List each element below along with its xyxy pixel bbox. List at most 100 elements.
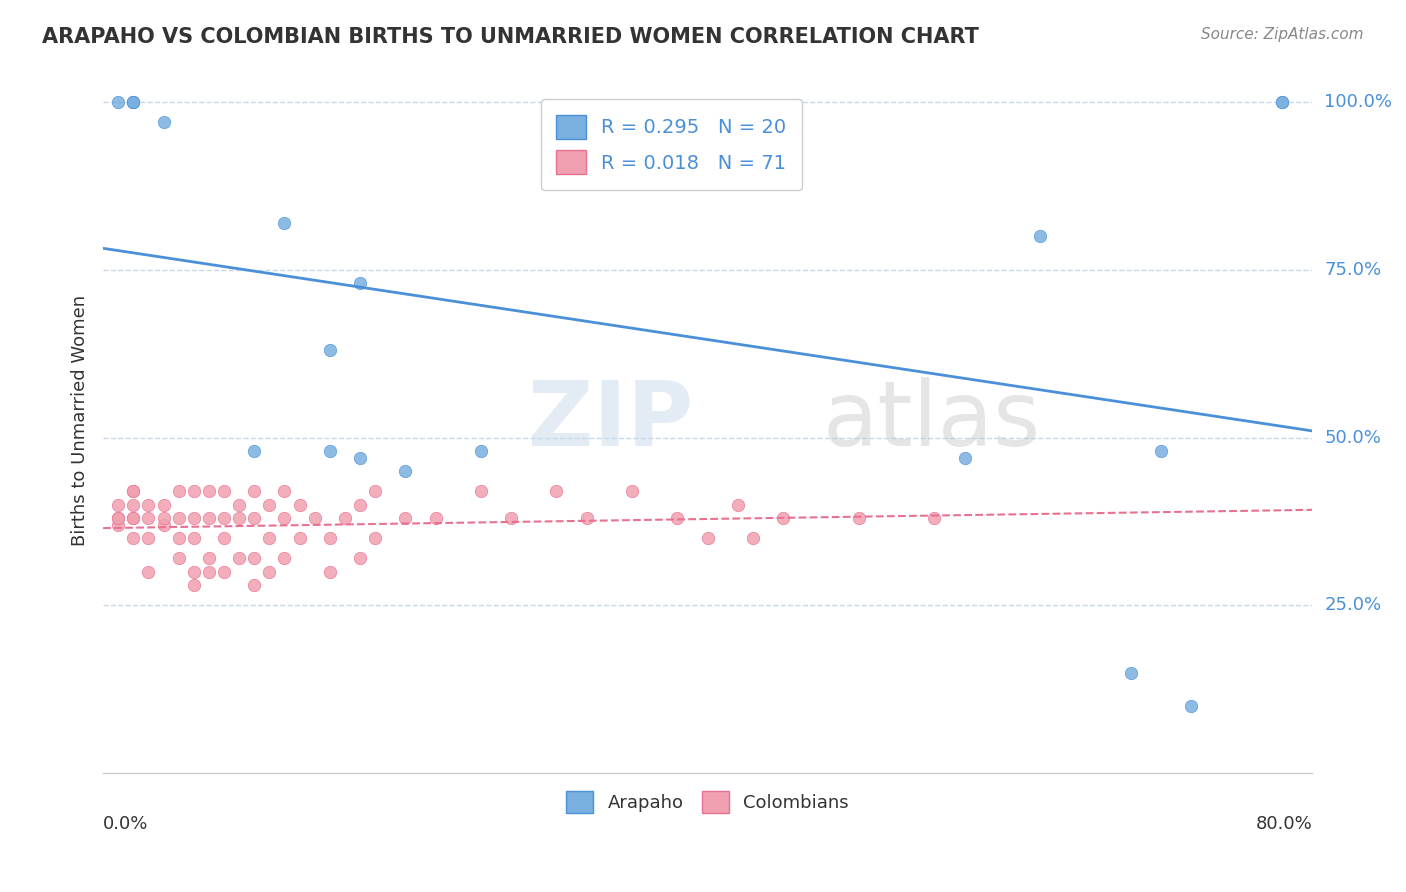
Text: 0.0%: 0.0% (103, 815, 149, 833)
Point (212, 511, 235, 525)
Point (394, 511, 416, 525)
Point (228, 551, 250, 566)
Point (167, 511, 190, 525)
Point (138, 531, 160, 545)
Text: Source: ZipAtlas.com: Source: ZipAtlas.com (1201, 27, 1364, 42)
Text: ARAPAHO VS COLOMBIAN BIRTHS TO UNMARRIED WOMEN CORRELATION CHART: ARAPAHO VS COLOMBIAN BIRTHS TO UNMARRIED… (42, 27, 979, 46)
Point (727, 498, 749, 512)
Legend: Arapaho, Colombians: Arapaho, Colombians (560, 784, 856, 821)
Point (107, 517, 129, 532)
Point (319, 565, 342, 579)
Point (107, 498, 129, 512)
Point (470, 444, 492, 458)
Point (273, 511, 295, 525)
Point (364, 531, 387, 545)
Point (501, 511, 523, 525)
Point (259, 498, 281, 512)
Text: 80.0%: 80.0% (1256, 815, 1312, 833)
Point (138, 511, 160, 525)
Point (364, 484, 387, 499)
Point (107, 511, 129, 525)
Point (152, 498, 174, 512)
Point (167, 531, 190, 545)
Text: 50.0%: 50.0% (1324, 429, 1381, 447)
Point (183, 531, 205, 545)
Point (349, 498, 371, 512)
Point (122, 484, 145, 499)
Point (259, 531, 281, 545)
Point (122, 498, 145, 512)
Point (198, 551, 221, 566)
Point (666, 511, 689, 525)
Point (848, 511, 870, 525)
Point (107, 95, 129, 109)
Point (152, 517, 174, 532)
Point (319, 531, 342, 545)
Point (349, 277, 371, 291)
Point (273, 216, 295, 230)
Point (1150, 444, 1173, 458)
Point (953, 450, 976, 465)
Point (122, 511, 145, 525)
Text: 25.0%: 25.0% (1324, 597, 1381, 615)
Point (425, 511, 447, 525)
Point (288, 531, 311, 545)
Point (304, 511, 326, 525)
Point (122, 95, 145, 109)
Point (138, 565, 160, 579)
Point (349, 450, 371, 465)
Point (122, 95, 145, 109)
Text: 75.0%: 75.0% (1324, 260, 1381, 279)
Point (243, 484, 266, 499)
Point (198, 565, 221, 579)
Point (122, 95, 145, 109)
Point (243, 511, 266, 525)
Point (243, 444, 266, 458)
Text: atlas: atlas (823, 376, 1040, 465)
Point (273, 551, 295, 566)
Point (122, 511, 145, 525)
Point (183, 578, 205, 592)
Point (772, 511, 794, 525)
Point (167, 551, 190, 566)
Point (470, 484, 492, 499)
Point (198, 484, 221, 499)
Point (1271, 95, 1294, 109)
Point (349, 551, 371, 566)
Point (183, 484, 205, 499)
Text: 100.0%: 100.0% (1324, 93, 1392, 112)
Point (696, 531, 718, 545)
Point (1029, 229, 1052, 244)
Point (924, 511, 946, 525)
Point (138, 498, 160, 512)
Point (333, 511, 356, 525)
Point (152, 115, 174, 129)
Point (259, 565, 281, 579)
Point (122, 484, 145, 499)
Point (212, 484, 235, 499)
Point (575, 511, 598, 525)
Point (183, 511, 205, 525)
Point (273, 484, 295, 499)
Point (107, 511, 129, 525)
Point (167, 484, 190, 499)
Point (152, 511, 174, 525)
Point (319, 444, 342, 458)
Point (1180, 699, 1202, 714)
Point (183, 565, 205, 579)
Point (621, 484, 644, 499)
Y-axis label: Births to Unmarried Women: Births to Unmarried Women (72, 295, 89, 547)
Point (546, 484, 568, 499)
Point (122, 531, 145, 545)
Point (228, 498, 250, 512)
Point (742, 531, 765, 545)
Point (228, 511, 250, 525)
Point (243, 578, 266, 592)
Text: ZIP: ZIP (529, 376, 693, 465)
Point (1271, 95, 1294, 109)
Point (1119, 665, 1142, 680)
Point (243, 551, 266, 566)
Point (394, 464, 416, 478)
Point (288, 498, 311, 512)
Point (198, 511, 221, 525)
